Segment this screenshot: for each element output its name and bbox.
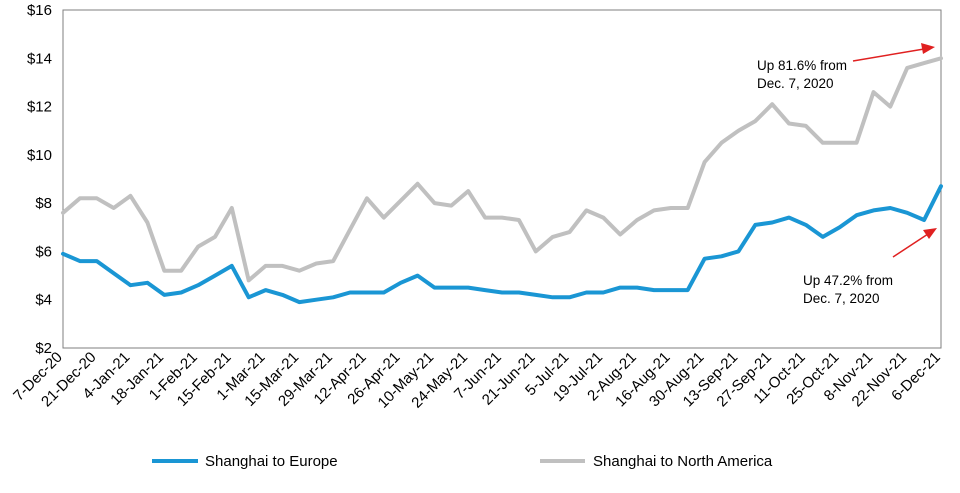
annotation-na-arrowhead — [921, 43, 935, 54]
y-tick-label: $12 — [27, 99, 52, 116]
x-axis: 7-Dec-2021-Dec-204-Jan-2118-Jan-211-Feb-… — [10, 349, 944, 412]
annotation-eu-line1: Up 47.2% from — [803, 273, 893, 288]
annotation-eu-line2: Dec. 7, 2020 — [803, 291, 880, 306]
annotations: Up 81.6% from Dec. 7, 2020 Up 47.2% from… — [757, 43, 937, 306]
y-tick-label: $10 — [27, 147, 52, 164]
series-line-shanghai-north-america — [61, 56, 943, 283]
y-axis: $2 $4 $6 $8 $10 $12 $14 $16 — [27, 2, 52, 357]
annotation-na-line2: Dec. 7, 2020 — [757, 76, 834, 91]
y-tick-label: $4 — [35, 292, 52, 309]
y-tick-label: $14 — [27, 50, 52, 67]
legend: Shanghai to Europe Shanghai to North Ame… — [152, 453, 773, 470]
legend-label-north-america: Shanghai to North America — [593, 453, 773, 470]
y-tick-label: $6 — [35, 243, 52, 260]
y-tick-label: $16 — [27, 2, 52, 19]
annotation-eu-arrowhead — [923, 228, 937, 239]
annotation-eu-arrow — [892, 233, 929, 258]
annotation-na-arrow — [852, 48, 925, 62]
series-lines — [61, 56, 943, 305]
y-tick-label: $2 — [35, 340, 52, 357]
series-line-shanghai-europe — [61, 184, 943, 305]
legend-label-europe: Shanghai to Europe — [205, 453, 338, 470]
y-tick-label: $8 — [35, 195, 52, 212]
annotation-na-line1: Up 81.6% from — [757, 58, 847, 73]
